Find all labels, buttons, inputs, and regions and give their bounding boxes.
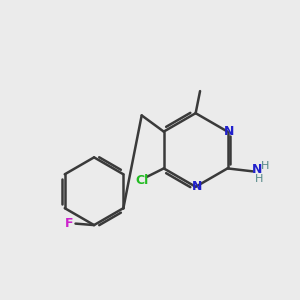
Text: F: F bbox=[65, 217, 74, 230]
Text: H: H bbox=[255, 174, 263, 184]
Text: N: N bbox=[192, 180, 202, 193]
Text: N: N bbox=[224, 125, 234, 138]
Text: Cl: Cl bbox=[135, 174, 148, 187]
Text: N: N bbox=[252, 164, 262, 176]
Text: H: H bbox=[261, 161, 269, 171]
